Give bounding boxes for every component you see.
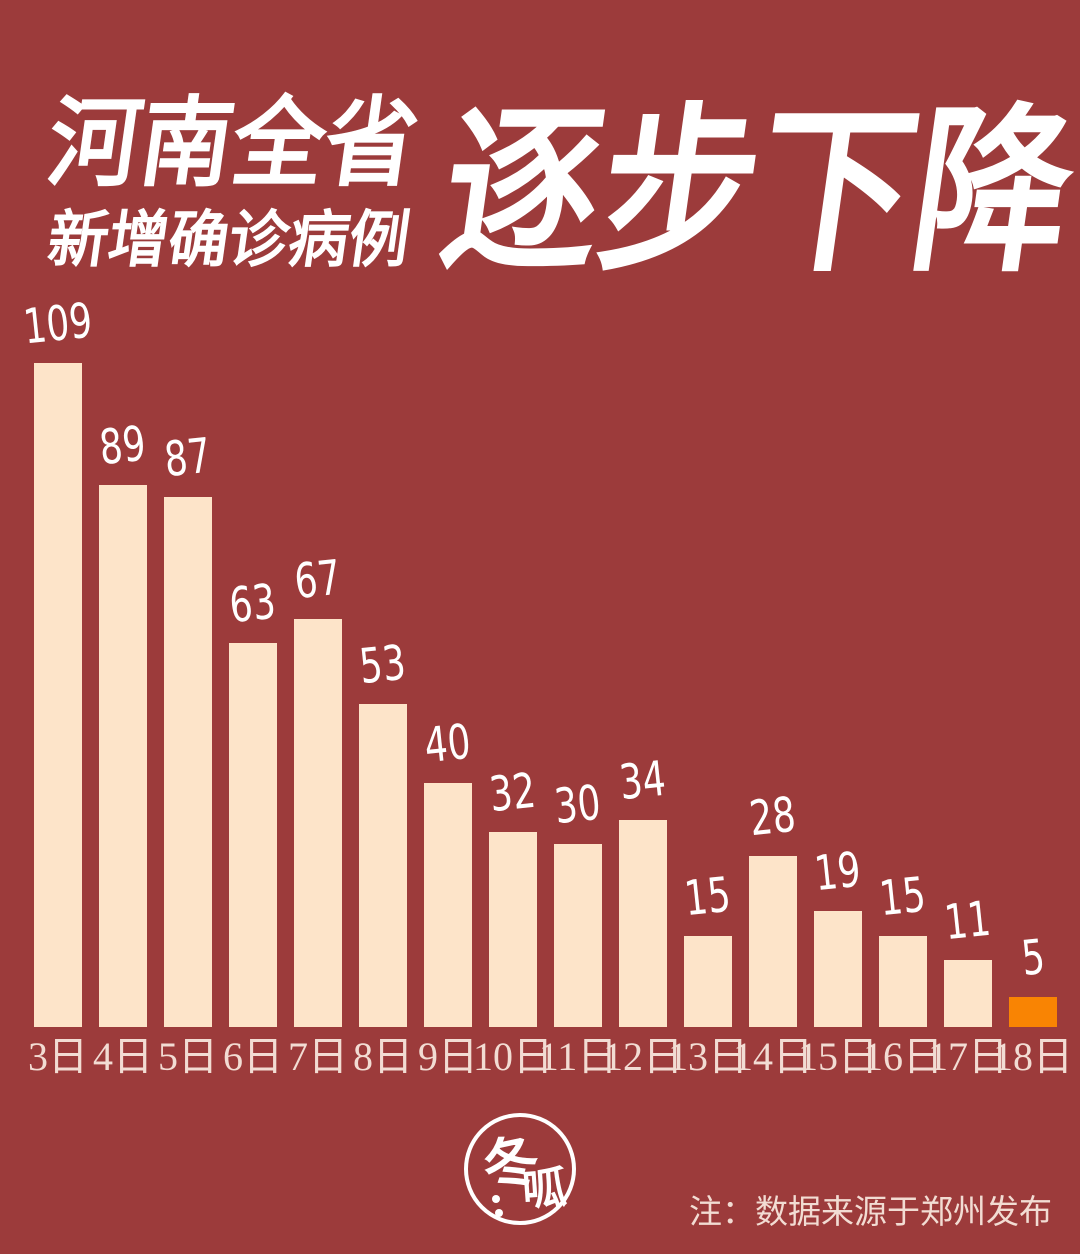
bar-value-label: 34	[617, 750, 669, 812]
bar-8日	[359, 704, 407, 1027]
x-axis-label: 17日	[928, 1034, 1008, 1079]
dongua-logo: 冬 呱	[464, 1113, 576, 1225]
x-axis-label: 9日	[418, 1034, 478, 1079]
bar-value-label: 87	[162, 427, 214, 489]
bar-value-label: 15	[682, 866, 734, 928]
bar-4日	[99, 485, 147, 1027]
logo-character-gua: 呱	[520, 1163, 568, 1216]
bar-3日	[34, 363, 82, 1027]
logo-dots-decoration	[492, 1195, 500, 1203]
x-axis-label: 18日	[993, 1034, 1073, 1079]
bar-value-label: 40	[422, 713, 474, 775]
bar-18日	[1009, 997, 1057, 1027]
x-axis-label: 14日	[733, 1034, 813, 1079]
bar-16日	[879, 936, 927, 1027]
x-axis-label: 6日	[223, 1034, 283, 1079]
bar-value-label: 67	[292, 549, 344, 611]
source-note: 注：数据来源于郑州发布	[689, 1195, 1052, 1231]
bar-10日	[489, 832, 537, 1027]
bar-5日	[164, 497, 212, 1027]
bar-12日	[619, 820, 667, 1027]
x-axis-label: 16日	[863, 1034, 943, 1079]
bar-9日	[424, 783, 472, 1027]
bar-value-label: 109	[20, 292, 96, 356]
bar-value-label: 5	[1018, 928, 1048, 988]
bar-13日	[684, 936, 732, 1027]
bar-15日	[814, 911, 862, 1027]
bar-6日	[229, 643, 277, 1027]
x-axis-label: 3日	[28, 1034, 88, 1079]
x-axis-label: 5日	[158, 1034, 218, 1079]
bar-17日	[944, 960, 992, 1027]
x-axis-label: 8日	[353, 1034, 413, 1079]
bar-value-label: 53	[357, 634, 409, 696]
bar-value-label: 28	[747, 786, 799, 848]
bar-11日	[554, 844, 602, 1027]
bar-14日	[749, 856, 797, 1027]
x-axis-label: 4日	[93, 1034, 153, 1079]
x-axis-label: 15日	[798, 1034, 878, 1079]
x-axis-label: 7日	[288, 1034, 348, 1079]
bar-7日	[294, 619, 342, 1027]
x-axis-label: 11日	[538, 1034, 618, 1079]
x-axis-label: 13日	[668, 1034, 748, 1079]
x-axis-label: 12日	[603, 1034, 683, 1079]
x-axis-label: 10日	[473, 1034, 553, 1079]
